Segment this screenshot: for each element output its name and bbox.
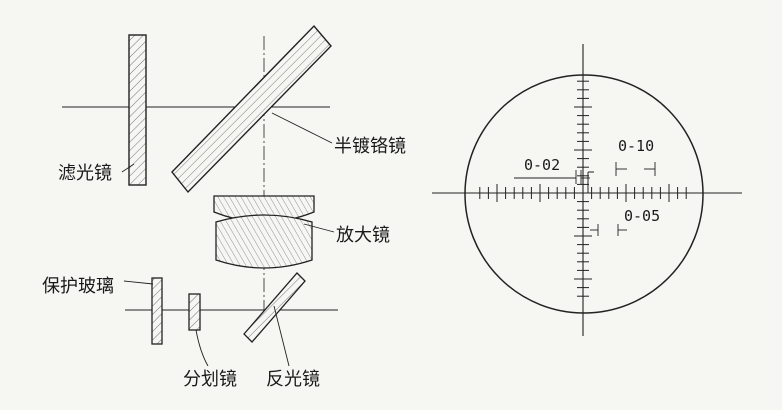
label-magnifier: 放大镜 bbox=[336, 225, 390, 246]
leader-magnifier bbox=[303, 223, 335, 233]
label-scale-005: 0-05 bbox=[624, 207, 660, 225]
dimension-005 bbox=[590, 224, 627, 236]
label-scale-002: 0-02 bbox=[524, 156, 560, 174]
leader-half-mirror bbox=[271, 112, 333, 144]
filter-element bbox=[128, 34, 147, 186]
field-of-view-circle bbox=[464, 74, 704, 314]
dimension-010 bbox=[615, 162, 656, 176]
label-reticle: 分划镜 bbox=[183, 369, 237, 390]
label-scale-010: 0-10 bbox=[618, 137, 654, 155]
magnifier-lens-lower bbox=[215, 214, 313, 269]
label-protective-glass: 保护玻璃 bbox=[42, 276, 114, 297]
leader-reflector bbox=[273, 305, 290, 367]
reticle-view bbox=[432, 44, 742, 336]
label-half-mirror: 半镀铬镜 bbox=[334, 136, 406, 157]
leader-filter bbox=[121, 163, 135, 173]
leader-protective-glass bbox=[123, 280, 154, 285]
dimension-002 bbox=[514, 170, 590, 184]
reticle-element bbox=[188, 293, 201, 331]
reticle-ticks bbox=[479, 80, 687, 297]
half-mirror-element bbox=[171, 24, 332, 194]
label-reflector: 反光镜 bbox=[266, 369, 320, 390]
reticle-labels: 0-02 0-10 0-05 bbox=[524, 137, 660, 225]
label-filter: 滤光镜 bbox=[58, 163, 112, 184]
protective-glass-element bbox=[151, 277, 163, 345]
optical-layout bbox=[62, 24, 338, 367]
optical-labels: 滤光镜 半镀铬镜 放大镜 保护玻璃 分划镜 反光镜 bbox=[42, 136, 406, 390]
leader-reticle bbox=[195, 329, 209, 367]
